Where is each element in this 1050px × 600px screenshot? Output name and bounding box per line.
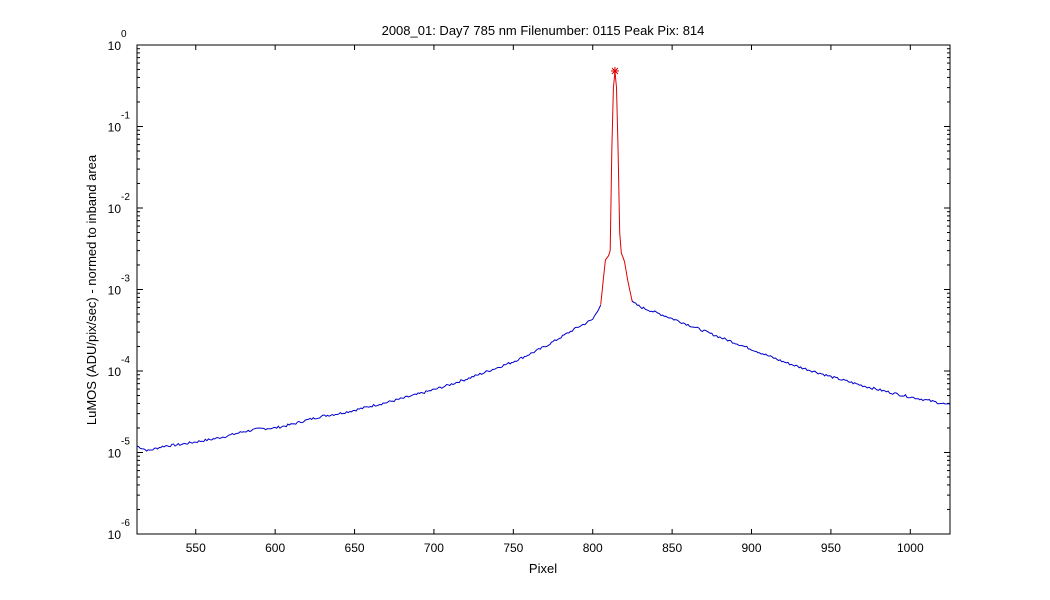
series-layer (136, 70, 951, 452)
y-axis-label: LuMOS (ADU/pix/sec) - normed to inband a… (84, 154, 99, 425)
chart-title: 2008_01: Day7 785 nm Filenumber: 0115 Pe… (382, 23, 705, 38)
x-tick-label: 650 (345, 541, 365, 555)
y-tick-exponent: -1 (121, 111, 130, 122)
x-axis-label: Pixel (529, 561, 557, 576)
series-line (632, 300, 951, 405)
x-tick-label: 1000 (897, 541, 924, 555)
plot-area (136, 44, 951, 535)
y-tick-exponent: -3 (121, 274, 130, 285)
y-tick-exponent: -6 (121, 518, 130, 529)
y-tick-base: 10 (108, 39, 122, 53)
y-tick-exponent: -2 (121, 192, 130, 203)
marker-layer (610, 66, 619, 75)
y-tick-base: 10 (108, 447, 122, 461)
y-tick-exponent: 0 (121, 29, 127, 40)
y-tick-base: 10 (108, 365, 122, 379)
y-tick-exponent: -5 (121, 437, 130, 448)
x-tick-label: 800 (583, 541, 603, 555)
peak-marker (610, 66, 619, 75)
x-axis-ticks: 550 600 650 700 750 800 850 900 950 1000 (186, 45, 924, 555)
x-tick-label: 750 (503, 541, 523, 555)
x-tick-label: 700 (424, 541, 444, 555)
x-tick-label: 850 (662, 541, 682, 555)
series-line (600, 70, 633, 305)
y-tick-base: 10 (108, 202, 122, 216)
peak-marker-stroke (611, 67, 619, 75)
y-tick-base: 10 (108, 121, 122, 135)
y-tick-exponent: -4 (121, 355, 130, 366)
x-tick-label: 900 (741, 541, 761, 555)
x-tick-label: 550 (186, 541, 206, 555)
x-tick-label: 600 (265, 541, 285, 555)
y-tick-base: 10 (108, 284, 122, 298)
y-tick-base: 10 (108, 528, 122, 542)
x-tick-label: 950 (821, 541, 841, 555)
series-line (136, 304, 602, 452)
